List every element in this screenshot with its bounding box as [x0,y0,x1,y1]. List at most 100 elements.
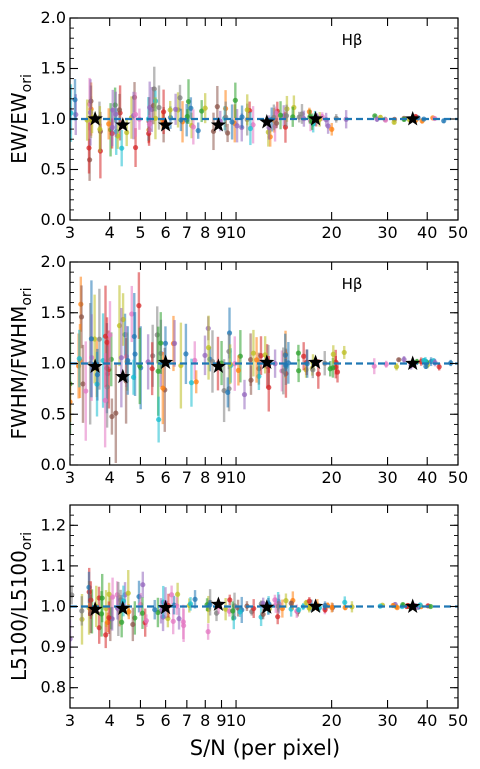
data-point [237,609,243,615]
median-star [405,355,421,370]
data-point [310,367,316,373]
data-point [167,107,173,113]
data-point [177,95,183,101]
data-point [192,596,198,602]
x-tick-label: 10 [226,711,246,730]
y-tick-label: 2.0 [41,8,66,27]
x-tick-label: 8 [200,468,210,487]
x-tick-label: 30 [377,468,397,487]
data-point [421,357,427,364]
data-point [192,357,198,364]
data-point [139,610,146,616]
data-point [417,602,423,608]
data-point [97,126,103,132]
y-tick-label: 0.5 [41,160,66,179]
median-star [115,600,131,615]
data-point [156,104,162,111]
data-point [214,104,220,110]
y-tick-label: 0.5 [41,404,66,423]
x-tick-label: 40 [417,468,437,487]
data-point [423,363,429,370]
data-point [109,413,115,420]
median-star [259,114,275,129]
data-point [137,363,143,369]
data-point [70,636,73,642]
data-point [151,86,157,92]
data-point [130,621,136,628]
scatter-points [70,66,447,181]
data-point [88,336,95,342]
data-point [241,391,248,398]
data-point [102,397,108,403]
data-point [129,311,135,317]
data-point [401,356,407,363]
panel-ew-ratio: 3 4 5 6 7 8 9 10 20 30 40 50 0.0 0.5 1.0 1.5 2.0 EW/EWori… [7,8,468,242]
data-point [295,350,302,356]
data-point [329,604,335,611]
data-point [195,128,201,134]
data-point [152,607,158,613]
x-tick-label: 5 [135,223,145,242]
x-tick-label: 7 [182,711,192,730]
data-point [183,351,189,357]
data-point [306,598,312,604]
data-point [275,614,281,620]
data-point [149,366,155,372]
data-point [113,410,119,416]
data-point [230,608,236,614]
scatter-points [70,567,434,659]
data-point [283,113,290,119]
data-point [132,111,139,118]
data-point [120,598,127,604]
y-tick-label: 1.0 [41,109,66,128]
figure-xlabel: S/N (per pixel) [190,736,340,760]
x-tick-label: 8 [200,711,210,730]
data-point [235,367,242,374]
y-axis-label: EW/EWori [7,74,35,164]
data-point [227,597,233,603]
data-point [132,144,139,151]
panel-l5100-ratio: 3 4 5 6 7 8 9 10 20 30 40 50 0.8 0.9 1.0 1.1 1.2 L5100/L5… [7,504,468,730]
x-tick-label: 8 [200,223,210,242]
data-point [107,332,113,338]
median-star [115,117,131,132]
data-point [184,113,190,120]
data-point [190,124,196,130]
data-point [327,366,333,372]
data-point [86,145,92,151]
data-point [393,364,400,370]
y-tick-label: 1.5 [41,303,66,322]
median-star [308,111,324,126]
x-tick-label: 3 [65,468,75,487]
median-star [158,117,174,132]
median-star [405,598,421,613]
data-point [391,119,397,125]
y-tick-label: 2.0 [41,252,66,271]
data-point [131,333,137,340]
data-point [202,352,208,358]
y-tick-label: 1.5 [41,59,66,78]
x-tick-label: 5 [135,468,145,487]
data-point [187,601,194,607]
data-point [176,616,182,622]
x-tick-label: 6 [160,711,170,730]
data-point [116,107,123,113]
x-tick-label: 40 [417,223,437,242]
data-point [396,357,402,363]
median-star [210,117,226,132]
data-point [202,105,208,111]
x-tick-label: 20 [321,223,341,242]
x-tick-label: 50 [448,468,468,487]
data-point [140,582,146,588]
data-point [158,340,164,346]
data-point [277,112,284,118]
y-axis-label: FWHM/FWHMori [7,287,35,439]
data-point [260,600,266,606]
median-star [210,358,226,373]
x-tick-label: 7 [182,223,192,242]
x-tick-label: 4 [105,711,115,730]
y-tick-label: 1.0 [41,354,66,373]
data-point [250,122,256,128]
data-point [125,357,131,364]
data-point [79,608,85,614]
